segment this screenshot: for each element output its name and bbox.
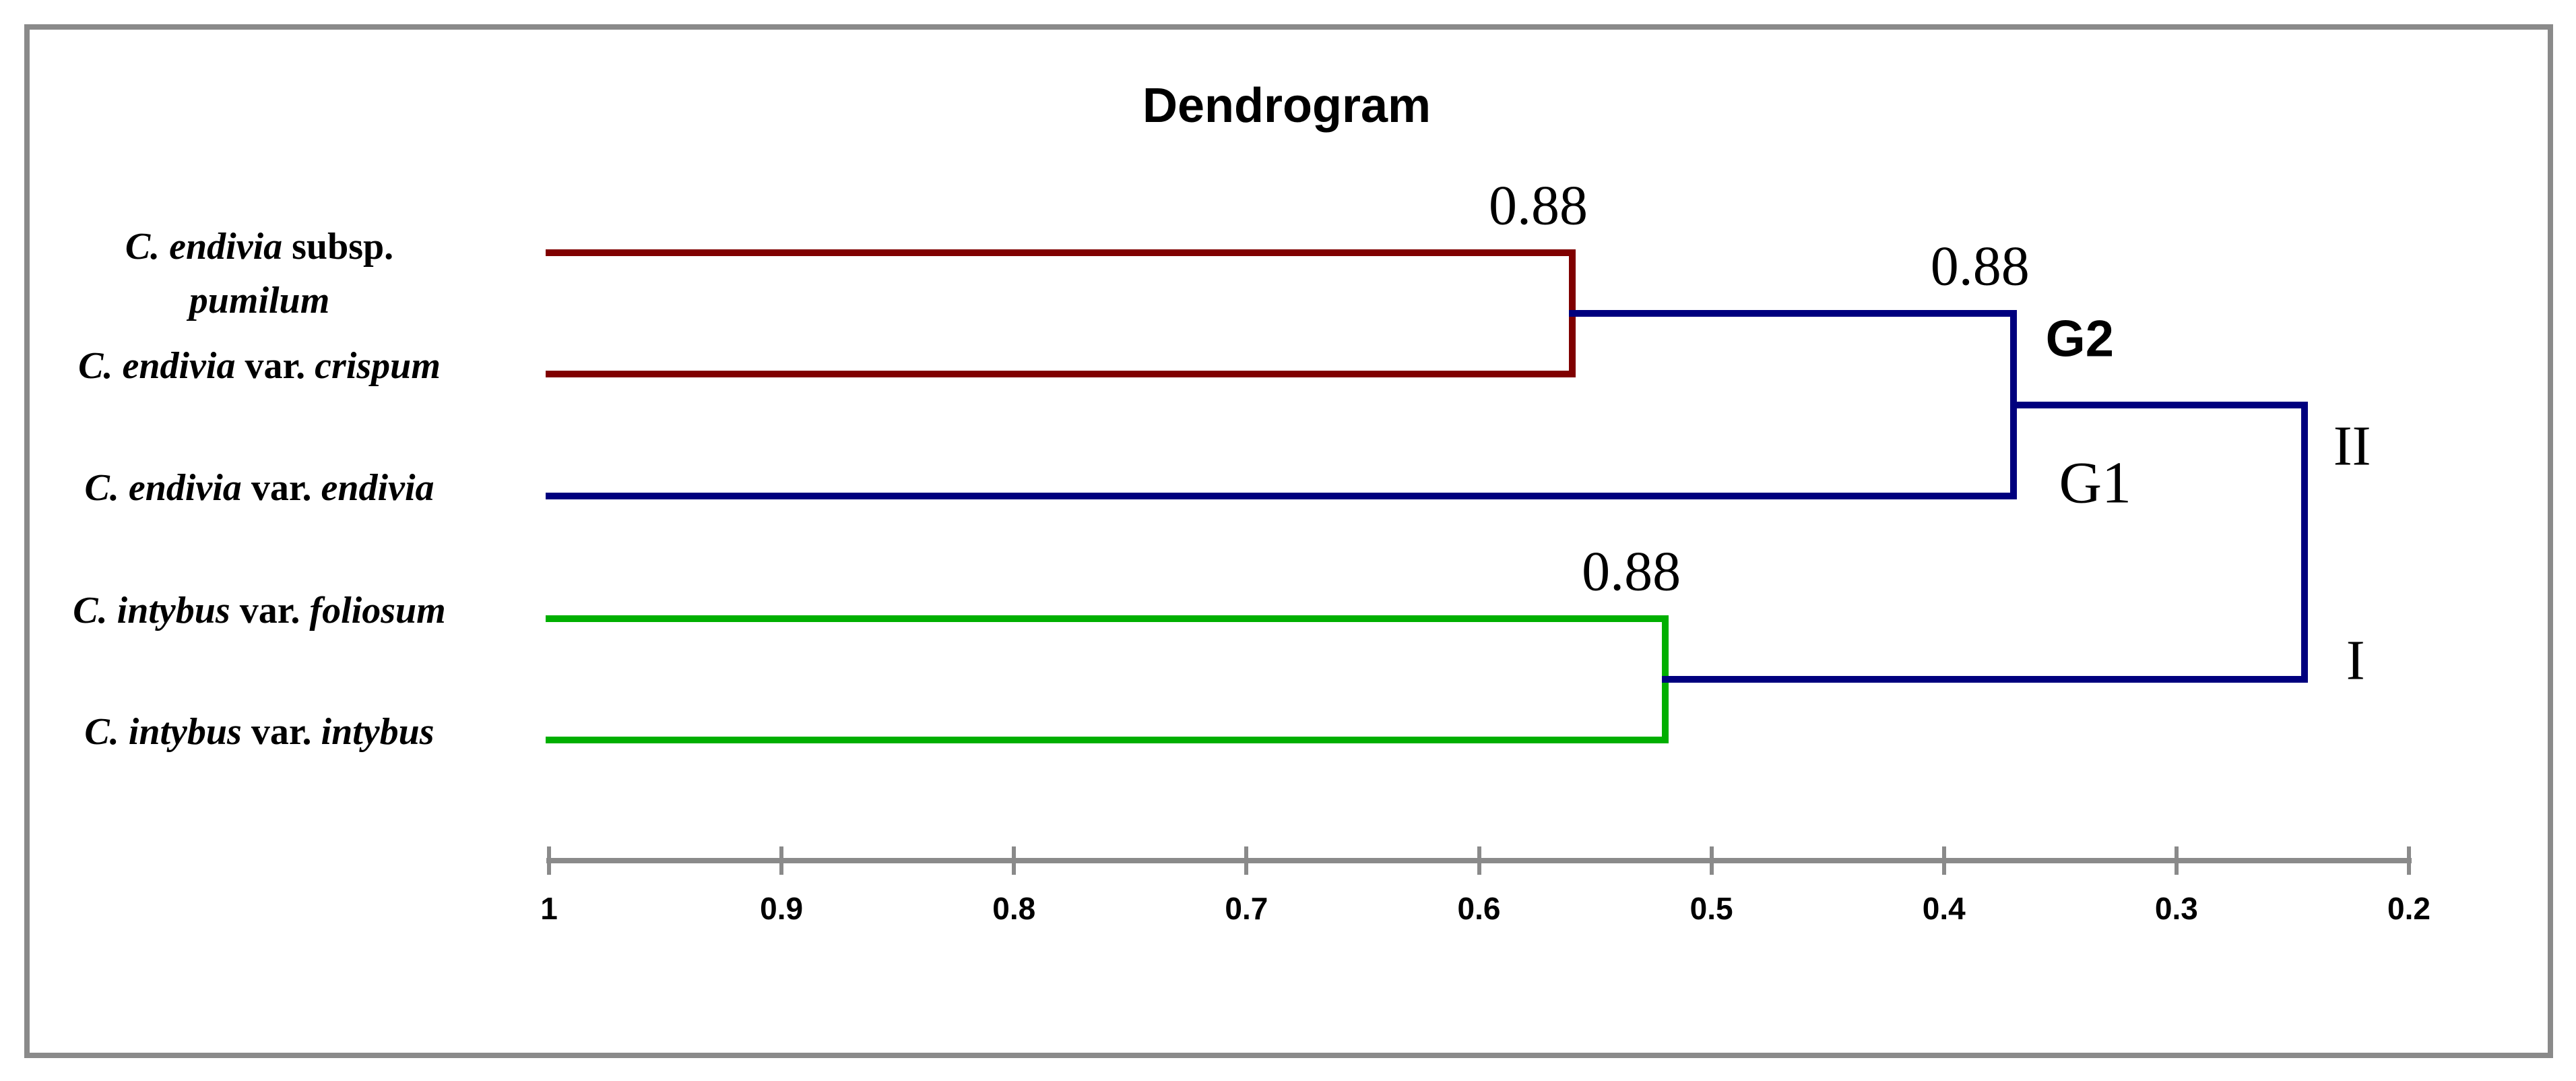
branch-label-I: I bbox=[2346, 629, 2365, 692]
axis-tick-label: 0.5 bbox=[1689, 891, 1733, 926]
axis-tick-label: 0.8 bbox=[992, 891, 1036, 926]
support-label-green-cluster: 0.88 bbox=[1582, 540, 1681, 603]
branch-h-segment bbox=[546, 249, 1576, 256]
leaf-label-intybus: C. intybus var. intybus bbox=[54, 705, 465, 759]
axis-tick-label: 1 bbox=[540, 891, 558, 926]
branch-h-segment bbox=[546, 493, 2018, 499]
branch-h-segment bbox=[2010, 401, 2308, 408]
branch-v-segment bbox=[2300, 401, 2308, 683]
axis-tick-label: 0.6 bbox=[1457, 891, 1501, 926]
leaf-label-segment: endivia bbox=[321, 467, 434, 509]
leaf-label-segment: C. intybus bbox=[84, 711, 251, 753]
branch-label-II: II bbox=[2333, 414, 2371, 477]
leaf-label-segment: intybus bbox=[321, 711, 434, 753]
leaf-label-segment: pumilum bbox=[189, 280, 330, 321]
axis-tick bbox=[1012, 846, 1017, 875]
leaf-label-segment: foliosum bbox=[309, 590, 446, 631]
branch-label-G1: G1 bbox=[2059, 450, 2132, 516]
axis-tick-label: 0.4 bbox=[1922, 891, 1966, 926]
branch-h-segment bbox=[1661, 676, 2308, 683]
axis-tick bbox=[1709, 846, 1714, 875]
leaf-label-segment: var. bbox=[251, 711, 321, 753]
leaf-label-segment: var. bbox=[251, 467, 321, 509]
leaf-label-segment: subsp. bbox=[292, 226, 394, 268]
leaf-label-foliosum: C. intybus var. foliosum bbox=[54, 584, 465, 638]
axis-tick bbox=[547, 846, 551, 875]
leaf-label-segment: var. bbox=[239, 590, 310, 631]
axis-tick-label: 0.2 bbox=[2387, 891, 2430, 926]
branch-h-segment bbox=[546, 737, 1669, 743]
branch-h-segment bbox=[546, 371, 1576, 377]
leaf-label-pumilum: C. endivia subsp. pumilum bbox=[54, 220, 465, 328]
leaf-label-segment: crispum bbox=[315, 345, 441, 387]
leaf-label-segment: C. intybus bbox=[73, 590, 240, 631]
axis-tick-label: 0.9 bbox=[760, 891, 804, 926]
axis-tick bbox=[2174, 846, 2179, 875]
figure-border bbox=[24, 24, 2553, 1058]
axis-tick-label: 0.3 bbox=[2154, 891, 2198, 926]
axis-tick-label: 0.7 bbox=[1225, 891, 1268, 926]
leaf-label-segment: var. bbox=[245, 345, 315, 387]
leaf-label-segment: C. endivia bbox=[84, 467, 251, 509]
branch-h-segment bbox=[546, 615, 1669, 622]
axis-tick bbox=[2407, 846, 2411, 875]
axis-tick bbox=[779, 846, 784, 875]
axis-tick bbox=[1477, 846, 1481, 875]
support-label-red-cluster: 0.88 bbox=[1489, 174, 1588, 237]
axis-tick bbox=[1244, 846, 1249, 875]
axis-tick bbox=[1941, 846, 1946, 875]
branch-label-G2: G2 bbox=[2045, 310, 2114, 368]
leaf-label-endivia: C. endivia var. endivia bbox=[54, 461, 465, 515]
support-label-G: 0.88 bbox=[1930, 235, 2030, 298]
leaf-label-segment: C. endivia bbox=[78, 345, 245, 387]
chart-title: Dendrogram bbox=[1142, 79, 1431, 133]
leaf-label-crispum: C. endivia var. crispum bbox=[54, 339, 465, 393]
branch-h-segment bbox=[1568, 310, 2018, 317]
leaf-label-segment: C. endivia bbox=[125, 226, 292, 268]
